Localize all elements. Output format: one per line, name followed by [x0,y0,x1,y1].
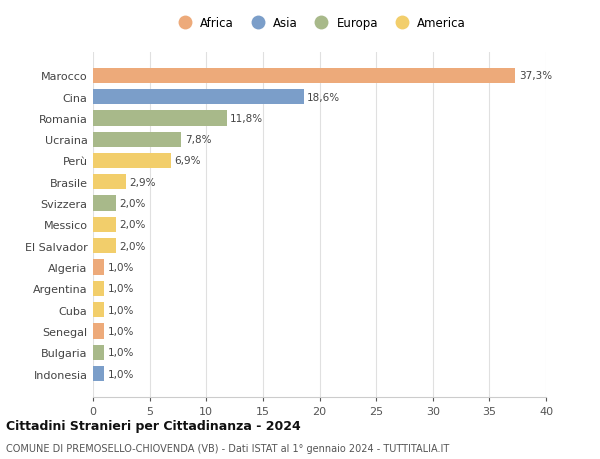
Bar [93,196,116,211]
Bar [93,239,116,254]
Bar [93,153,171,169]
Text: 2,0%: 2,0% [119,220,145,230]
Text: 37,3%: 37,3% [519,71,552,81]
Bar [93,302,104,318]
Text: 2,9%: 2,9% [129,177,156,187]
Legend: Africa, Asia, Europa, America: Africa, Asia, Europa, America [173,17,466,30]
Bar [93,175,126,190]
Text: 7,8%: 7,8% [185,135,211,145]
Text: 2,0%: 2,0% [119,241,145,251]
Text: 1,0%: 1,0% [108,284,134,294]
Text: 1,0%: 1,0% [108,263,134,273]
Bar [93,217,116,233]
Text: 18,6%: 18,6% [307,92,340,102]
Bar [93,90,304,105]
Text: Cittadini Stranieri per Cittadinanza - 2024: Cittadini Stranieri per Cittadinanza - 2… [6,419,301,432]
Text: 11,8%: 11,8% [230,114,263,123]
Bar [93,345,104,360]
Bar [93,260,104,275]
Text: COMUNE DI PREMOSELLO-CHIOVENDA (VB) - Dati ISTAT al 1° gennaio 2024 - TUTTITALIA: COMUNE DI PREMOSELLO-CHIOVENDA (VB) - Da… [6,443,449,453]
Text: 1,0%: 1,0% [108,347,134,358]
Text: 6,9%: 6,9% [175,156,201,166]
Text: 1,0%: 1,0% [108,305,134,315]
Bar [93,324,104,339]
Bar [93,68,515,84]
Bar [93,281,104,297]
Text: 1,0%: 1,0% [108,326,134,336]
Bar [93,111,227,126]
Bar [93,132,181,147]
Text: 1,0%: 1,0% [108,369,134,379]
Text: 2,0%: 2,0% [119,199,145,209]
Bar [93,366,104,381]
